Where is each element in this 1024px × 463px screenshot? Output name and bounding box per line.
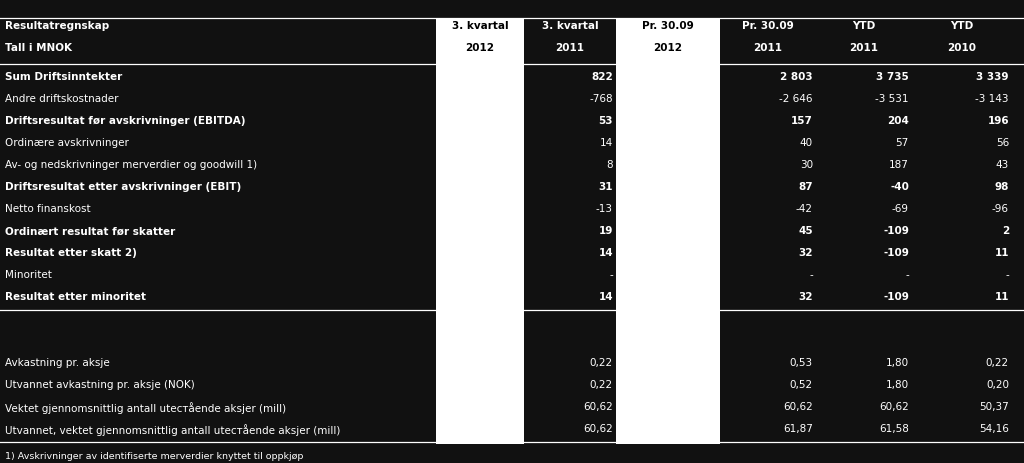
Text: Resultatregnskap: Resultatregnskap xyxy=(5,21,110,31)
Text: Driftsresultat etter avskrivninger (EBIT): Driftsresultat etter avskrivninger (EBIT… xyxy=(5,182,242,192)
Text: -109: -109 xyxy=(883,248,909,258)
Text: -: - xyxy=(609,270,613,280)
Text: Sum Driftsinntekter: Sum Driftsinntekter xyxy=(5,72,123,82)
Text: 2012: 2012 xyxy=(653,43,683,53)
Text: -: - xyxy=(809,270,813,280)
Text: 31: 31 xyxy=(598,182,613,192)
Text: 50,37: 50,37 xyxy=(979,402,1009,412)
Text: 14: 14 xyxy=(598,292,613,302)
Text: 53: 53 xyxy=(598,116,613,126)
Text: 2011: 2011 xyxy=(754,43,782,53)
Text: Resultat etter skatt 2): Resultat etter skatt 2) xyxy=(5,248,137,258)
Text: 187: 187 xyxy=(889,160,909,170)
Text: Minoritet: Minoritet xyxy=(5,270,52,280)
Text: 54,16: 54,16 xyxy=(979,424,1009,434)
Text: -2 646: -2 646 xyxy=(779,94,813,104)
Text: -13: -13 xyxy=(596,204,613,214)
Text: 1,80: 1,80 xyxy=(886,358,909,368)
Text: 3 735: 3 735 xyxy=(877,72,909,82)
Text: 196: 196 xyxy=(987,116,1009,126)
Text: -42: -42 xyxy=(796,204,813,214)
Text: Netto finanskost: Netto finanskost xyxy=(5,204,91,214)
Text: 8: 8 xyxy=(606,160,613,170)
Text: 60,62: 60,62 xyxy=(880,402,909,412)
Text: -3 143: -3 143 xyxy=(976,94,1009,104)
Text: -3 531: -3 531 xyxy=(876,94,909,104)
Text: Ordinært resultat før skatter: Ordinært resultat før skatter xyxy=(5,226,175,236)
Text: 11: 11 xyxy=(994,248,1009,258)
Text: 32: 32 xyxy=(799,292,813,302)
Text: 30: 30 xyxy=(800,160,813,170)
Text: 0,53: 0,53 xyxy=(790,358,813,368)
Text: 43: 43 xyxy=(995,160,1009,170)
Text: 32: 32 xyxy=(799,248,813,258)
Text: 40: 40 xyxy=(800,138,813,148)
Text: -109: -109 xyxy=(883,226,909,236)
Text: Tall i MNOK: Tall i MNOK xyxy=(5,43,72,53)
Text: 2 803: 2 803 xyxy=(780,72,813,82)
Text: Andre driftskostnader: Andre driftskostnader xyxy=(5,94,119,104)
Text: Utvannet, vektet gjennomsnittlig antall utестående aksjer (mill): Utvannet, vektet gjennomsnittlig antall … xyxy=(5,424,341,436)
Text: Vektet gjennomsnittlig antall utестående aksjer (mill): Vektet gjennomsnittlig antall utестående… xyxy=(5,402,287,414)
Text: 11: 11 xyxy=(994,292,1009,302)
Text: 3 339: 3 339 xyxy=(977,72,1009,82)
Text: 0,22: 0,22 xyxy=(590,380,613,390)
Text: -40: -40 xyxy=(890,182,909,192)
Text: 98: 98 xyxy=(994,182,1009,192)
Text: 61,58: 61,58 xyxy=(879,424,909,434)
Text: -: - xyxy=(905,270,909,280)
Text: 60,62: 60,62 xyxy=(584,424,613,434)
Text: 0,52: 0,52 xyxy=(790,380,813,390)
Text: 60,62: 60,62 xyxy=(783,402,813,412)
Text: 14: 14 xyxy=(598,248,613,258)
Text: 0,20: 0,20 xyxy=(986,380,1009,390)
Text: 0,22: 0,22 xyxy=(986,358,1009,368)
Text: 157: 157 xyxy=(792,116,813,126)
Bar xyxy=(436,18,524,444)
Text: Resultat etter minoritet: Resultat etter minoritet xyxy=(5,292,146,302)
Text: 822: 822 xyxy=(591,72,613,82)
Text: 14: 14 xyxy=(600,138,613,148)
Text: 3. kvartal: 3. kvartal xyxy=(542,21,598,31)
Text: -768: -768 xyxy=(590,94,613,104)
Text: 56: 56 xyxy=(995,138,1009,148)
Text: 57: 57 xyxy=(896,138,909,148)
Text: YTD: YTD xyxy=(852,21,876,31)
Text: 60,62: 60,62 xyxy=(584,402,613,412)
Text: 45: 45 xyxy=(799,226,813,236)
Text: 2011: 2011 xyxy=(555,43,585,53)
Text: Pr. 30.09: Pr. 30.09 xyxy=(742,21,794,31)
Text: Driftsresultat før avskrivninger (EBITDA): Driftsresultat før avskrivninger (EBITDA… xyxy=(5,116,246,126)
Text: 2012: 2012 xyxy=(466,43,495,53)
Text: 2: 2 xyxy=(1001,226,1009,236)
Text: 87: 87 xyxy=(799,182,813,192)
Text: Av- og nedskrivninger merverdier og goodwill 1): Av- og nedskrivninger merverdier og good… xyxy=(5,160,257,170)
Bar xyxy=(616,18,720,444)
Text: 3. kvartal: 3. kvartal xyxy=(452,21,508,31)
Text: -96: -96 xyxy=(992,204,1009,214)
Text: 0,22: 0,22 xyxy=(590,358,613,368)
Text: 1) Avskrivninger av identifiserte merverdier knyttet til oppkjøp: 1) Avskrivninger av identifiserte merver… xyxy=(5,452,303,461)
Text: 2011: 2011 xyxy=(850,43,879,53)
Text: 19: 19 xyxy=(599,226,613,236)
Text: Pr. 30.09: Pr. 30.09 xyxy=(642,21,694,31)
Text: 61,87: 61,87 xyxy=(783,424,813,434)
Text: 204: 204 xyxy=(887,116,909,126)
Text: 2010: 2010 xyxy=(947,43,977,53)
Text: 1,80: 1,80 xyxy=(886,380,909,390)
Text: Avkastning pr. aksje: Avkastning pr. aksje xyxy=(5,358,110,368)
Text: -: - xyxy=(1006,270,1009,280)
Text: Utvannet avkastning pr. aksje (NOK): Utvannet avkastning pr. aksje (NOK) xyxy=(5,380,195,390)
Text: Ordinære avskrivninger: Ordinære avskrivninger xyxy=(5,138,129,148)
Text: -69: -69 xyxy=(892,204,909,214)
Text: YTD: YTD xyxy=(950,21,974,31)
Text: -109: -109 xyxy=(883,292,909,302)
